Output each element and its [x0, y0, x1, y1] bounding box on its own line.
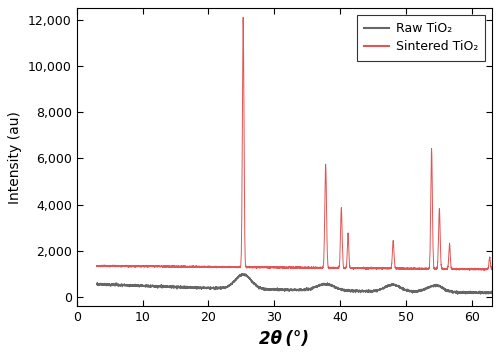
Y-axis label: Intensity (au): Intensity (au) — [8, 111, 22, 204]
Raw TiO₂ — [392, 283, 398, 287]
Raw TiO₂ — [239, 273, 245, 277]
Line: Sintered TiO₂: Sintered TiO₂ — [96, 17, 498, 271]
Raw TiO₂ — [240, 271, 246, 276]
Raw TiO₂ — [114, 283, 119, 287]
Raw TiO₂ — [331, 285, 337, 289]
Raw TiO₂ — [496, 290, 500, 294]
Sintered TiO₂ — [496, 267, 500, 272]
Sintered TiO₂ — [482, 268, 488, 273]
Raw TiO₂ — [454, 292, 460, 297]
Sintered TiO₂ — [239, 200, 245, 204]
Sintered TiO₂ — [331, 266, 337, 270]
Legend: Raw TiO₂, Sintered TiO₂: Raw TiO₂, Sintered TiO₂ — [357, 15, 486, 61]
X-axis label: 2θ (°): 2θ (°) — [259, 330, 309, 348]
Line: Raw TiO₂: Raw TiO₂ — [96, 273, 498, 294]
Sintered TiO₂ — [349, 266, 355, 270]
Raw TiO₂ — [94, 282, 100, 286]
Sintered TiO₂ — [392, 258, 398, 262]
Sintered TiO₂ — [413, 267, 419, 271]
Sintered TiO₂ — [240, 15, 246, 20]
Raw TiO₂ — [413, 289, 419, 294]
Sintered TiO₂ — [114, 264, 119, 268]
Sintered TiO₂ — [94, 264, 100, 268]
Raw TiO₂ — [349, 289, 355, 293]
